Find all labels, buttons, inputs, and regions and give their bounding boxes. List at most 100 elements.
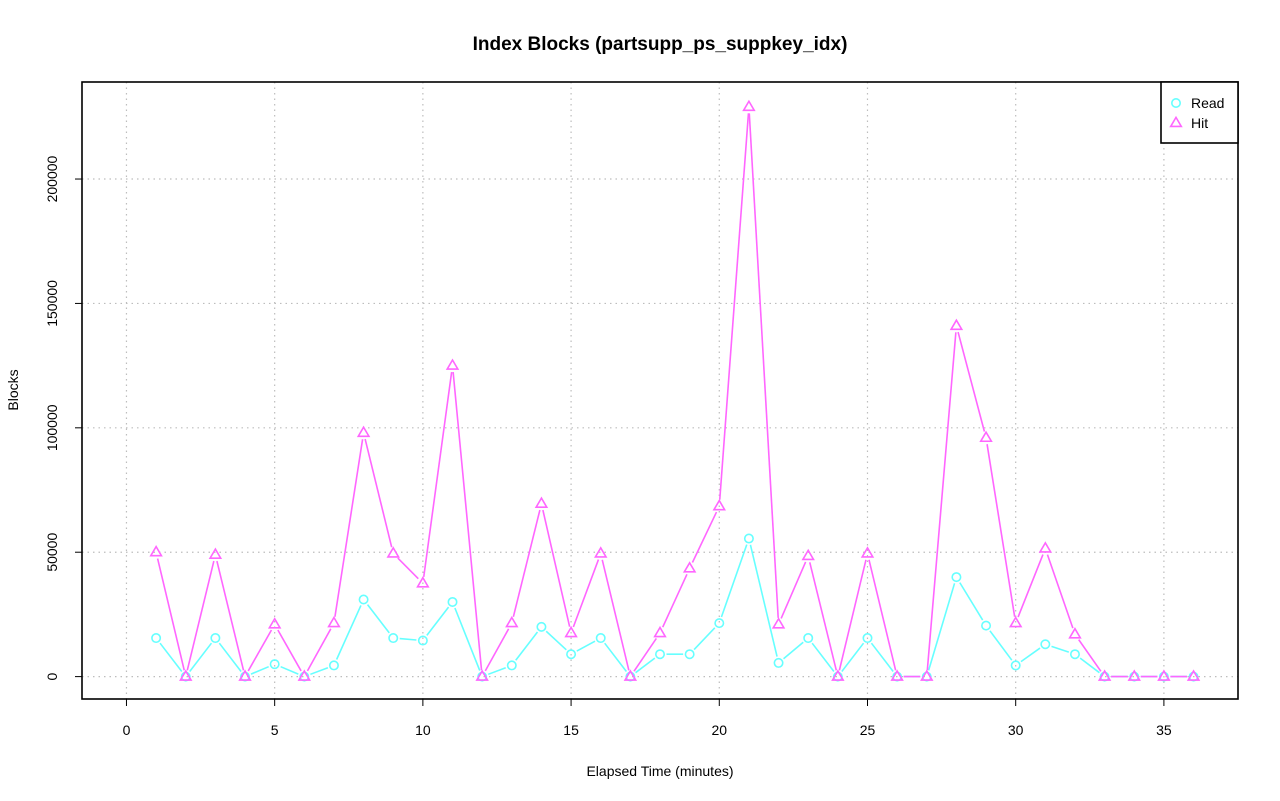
- data-point: [773, 657, 784, 668]
- series-segment: [484, 628, 510, 672]
- series-segment: [1051, 645, 1070, 653]
- data-point: [536, 621, 547, 632]
- data-point: [149, 545, 163, 557]
- data-point: [654, 649, 665, 660]
- data-point: [297, 669, 312, 681]
- series-segment: [576, 640, 596, 652]
- x-axis-label: Elapsed Time (minutes): [586, 763, 733, 779]
- series-segment: [1020, 647, 1041, 663]
- data-point: [566, 649, 577, 660]
- data-point: [682, 561, 697, 573]
- x-tick-label: 0: [123, 722, 131, 738]
- series-segment: [604, 642, 628, 672]
- data-point: [327, 615, 341, 628]
- data-point: [356, 425, 371, 438]
- series-segment: [720, 544, 748, 618]
- data-point: [445, 358, 460, 370]
- data-point: [831, 669, 845, 681]
- y-axis-label: Blocks: [5, 369, 21, 410]
- x-axis: 0 5 10 15 20 25 30 35: [123, 698, 1172, 738]
- data-point: [594, 546, 608, 558]
- data-point: [417, 635, 428, 646]
- data-point: [358, 594, 369, 605]
- series-segment: [633, 637, 658, 672]
- data-point: [1038, 541, 1053, 553]
- data-point: [506, 660, 517, 671]
- data-point: [801, 548, 815, 561]
- y-tick-label: 150000: [44, 280, 60, 327]
- data-point: [269, 659, 280, 670]
- series-segment: [334, 439, 364, 617]
- data-point: [742, 99, 756, 112]
- x-tick-label: 15: [563, 722, 579, 738]
- data-point: [712, 499, 726, 511]
- data-series: [149, 99, 1201, 682]
- series-segment: [1078, 639, 1102, 672]
- data-point: [951, 572, 962, 583]
- series-segment: [159, 642, 183, 672]
- data-point: [1186, 669, 1201, 681]
- series-segment: [250, 665, 269, 675]
- data-point: [1068, 627, 1082, 639]
- data-point: [210, 633, 221, 644]
- data-point: [1127, 669, 1141, 681]
- data-point: [179, 669, 193, 681]
- data-point: [1010, 660, 1021, 671]
- series-segment: [247, 629, 273, 672]
- y-tick-label: 200000: [44, 155, 60, 202]
- data-point: [920, 669, 934, 681]
- data-point: [238, 669, 252, 681]
- series-segment: [454, 607, 481, 671]
- data-point: [328, 660, 339, 671]
- data-point: [534, 496, 549, 508]
- series-segment: [512, 509, 541, 618]
- data-point: [267, 617, 282, 629]
- series-segment: [986, 444, 1016, 617]
- y-tick-label: 50000: [44, 533, 60, 572]
- series-segment: [1079, 657, 1100, 674]
- series-segment: [218, 642, 242, 672]
- legend-marker-hit: [1169, 115, 1183, 128]
- data-point: [595, 633, 606, 644]
- chart-title: Index Blocks (partsupp_ps_suppkey_idx): [473, 34, 848, 55]
- series-segment: [422, 371, 453, 577]
- legend: Read Hit: [1160, 81, 1239, 144]
- series-hit: [149, 99, 1201, 681]
- series-segment: [487, 666, 506, 676]
- series-segment: [868, 559, 897, 671]
- data-point: [860, 546, 875, 558]
- data-point: [208, 547, 223, 559]
- series-segment: [189, 642, 213, 672]
- series-segment: [277, 629, 302, 672]
- data-point: [447, 596, 458, 607]
- series-segment: [515, 631, 539, 661]
- series-segment: [959, 582, 984, 621]
- data-point: [862, 633, 873, 644]
- series-segment: [748, 113, 779, 618]
- x-tick-label: 5: [271, 722, 279, 738]
- series-segment: [426, 606, 450, 636]
- series-segment: [926, 332, 957, 671]
- data-point: [743, 533, 754, 544]
- data-point: [981, 620, 992, 631]
- series-segment: [601, 559, 630, 671]
- data-point: [505, 615, 519, 628]
- x-tick-label: 10: [415, 722, 431, 738]
- series-segment: [335, 605, 362, 660]
- data-point: [416, 576, 430, 588]
- series-read: [151, 533, 1199, 682]
- series-segment: [693, 627, 716, 651]
- series-segment: [661, 573, 688, 628]
- x-tick-label: 25: [860, 722, 876, 738]
- series-segment: [718, 113, 750, 500]
- x-tick-label: 35: [1156, 722, 1172, 738]
- data-point: [1008, 615, 1023, 628]
- y-tick-label: 100000: [44, 404, 60, 451]
- series-segment: [989, 630, 1013, 661]
- series-segment: [780, 561, 807, 619]
- data-point: [564, 625, 578, 638]
- series-segment: [572, 559, 600, 628]
- series-segment: [364, 438, 393, 548]
- series-segment: [838, 559, 867, 671]
- series-segment: [811, 642, 835, 672]
